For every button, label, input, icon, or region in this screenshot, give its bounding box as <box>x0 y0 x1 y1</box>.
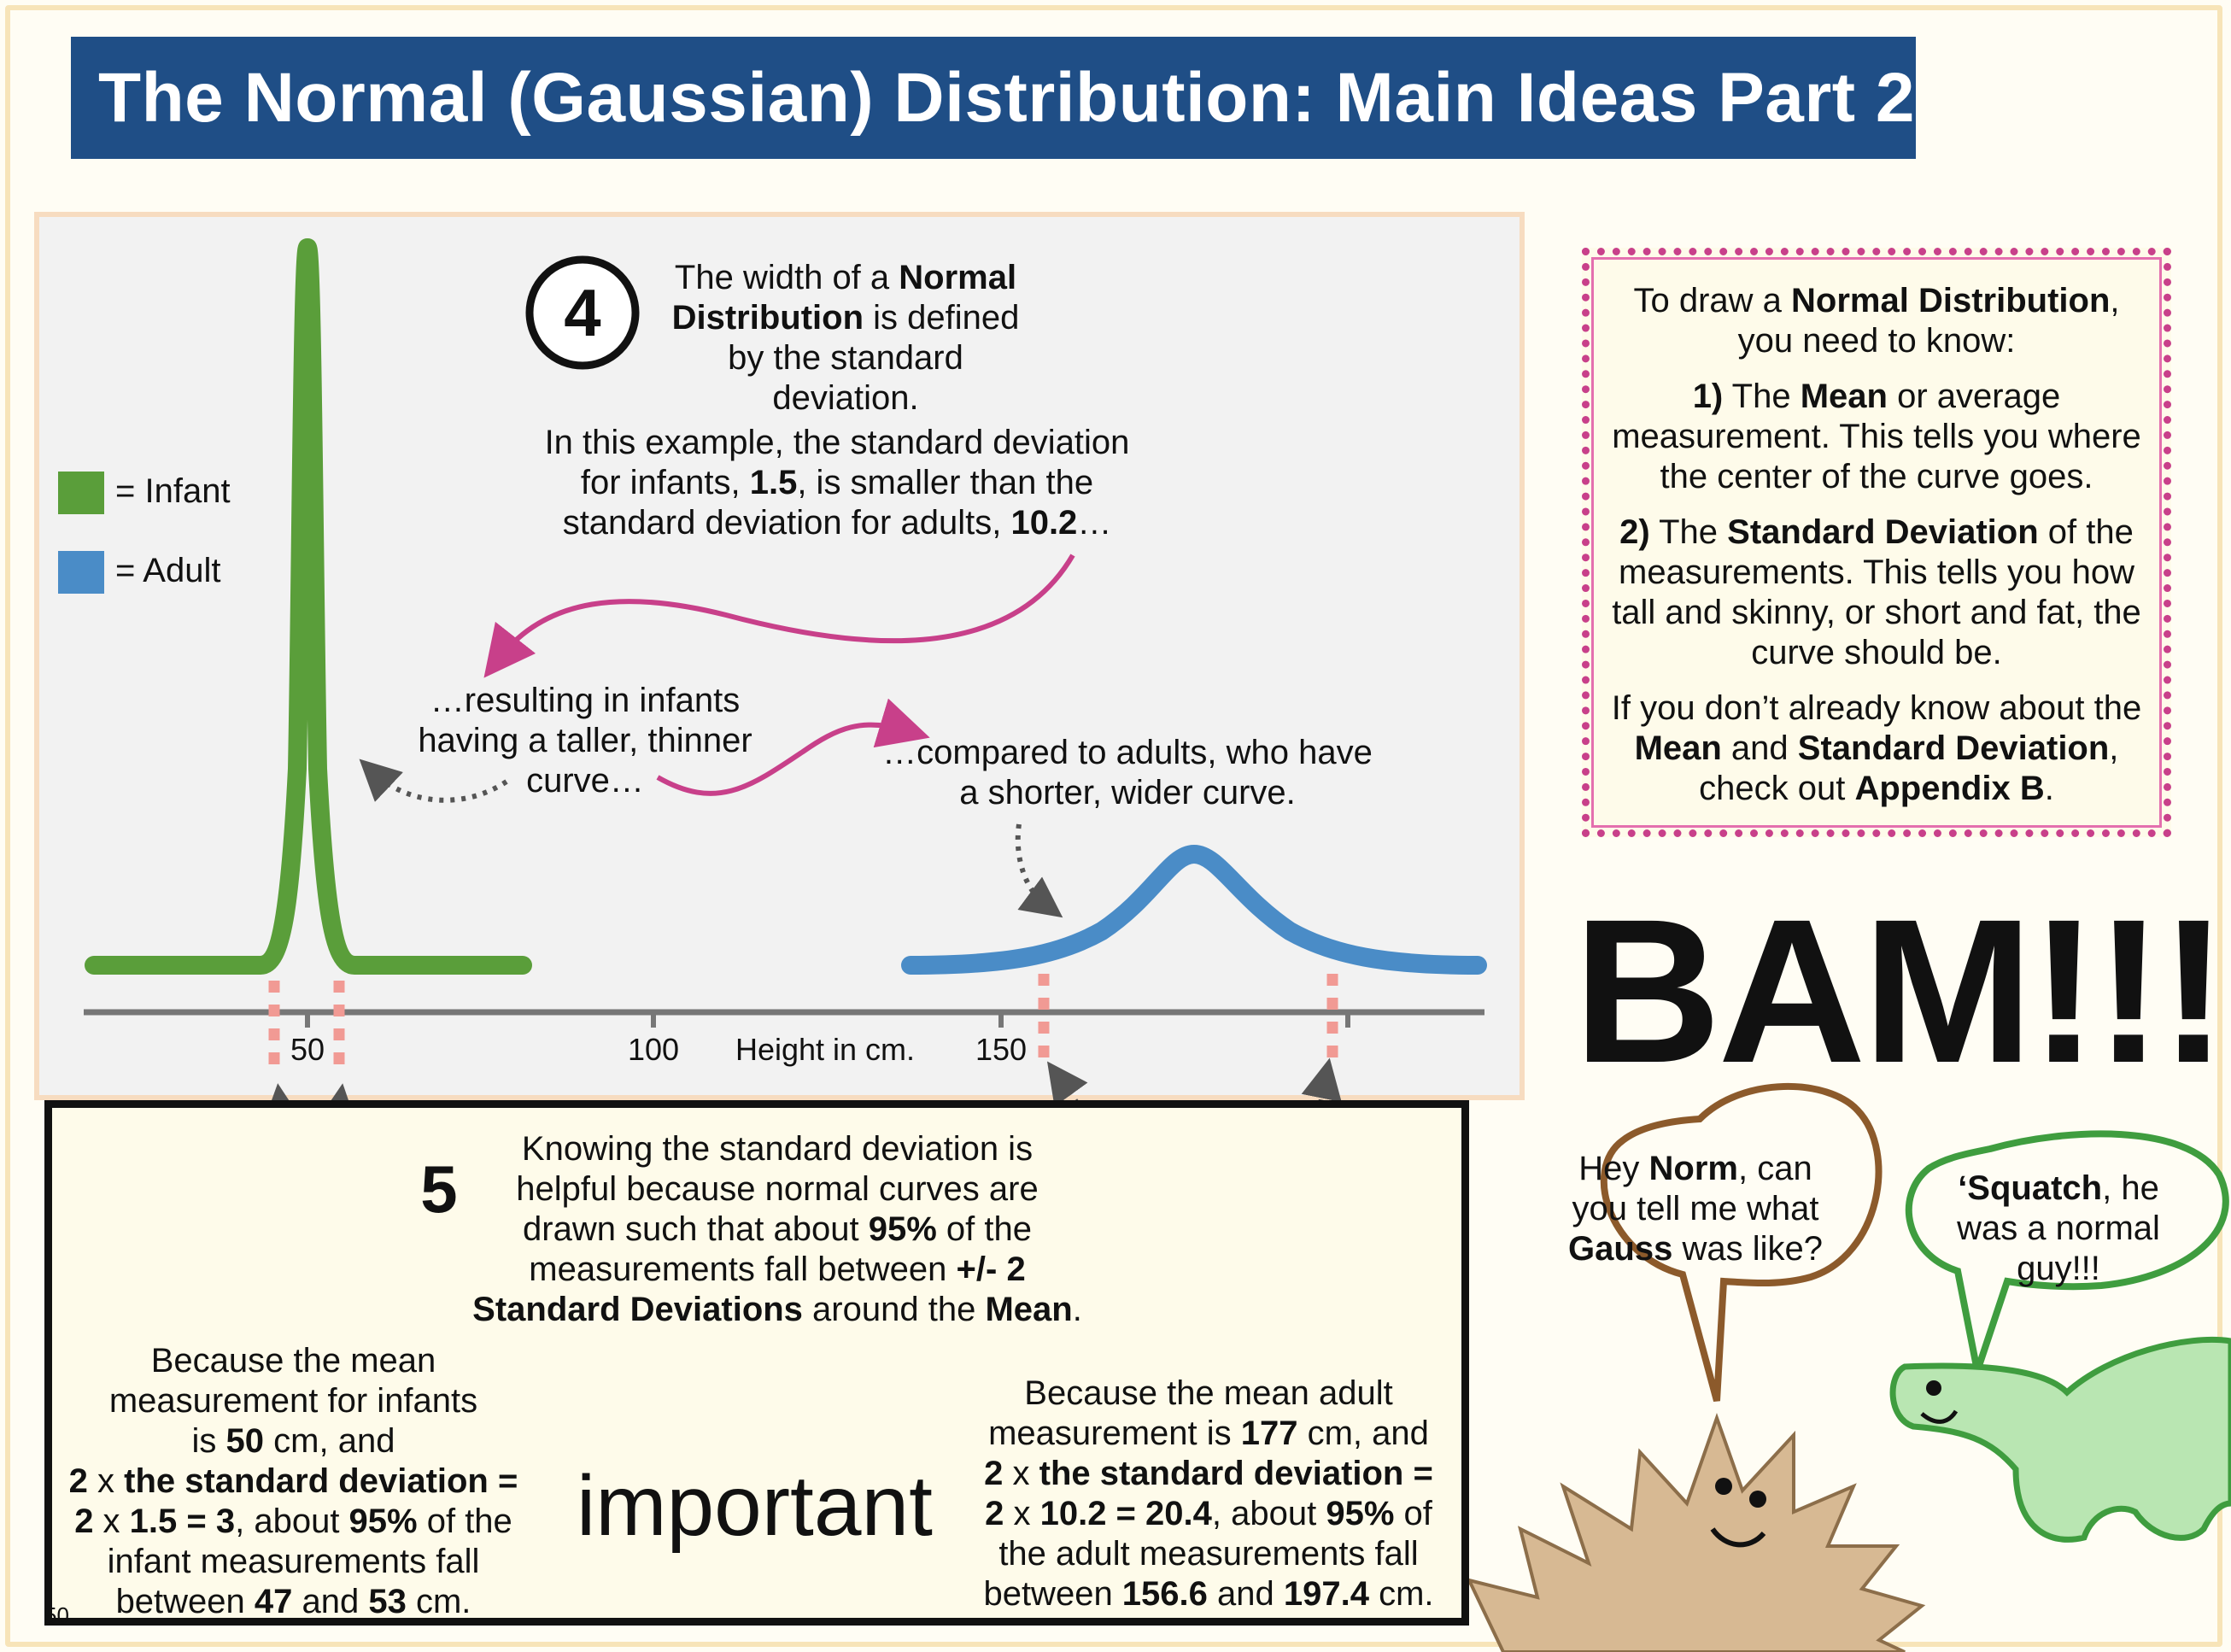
legend-infant-label: = Infant <box>115 472 231 510</box>
norm-bubble-text: Hey Norm, can you tell me what Gauss was… <box>1568 1150 1823 1268</box>
adult-curve <box>901 845 1487 975</box>
page-border <box>5 5 2222 1647</box>
page-number: 50 <box>44 1602 69 1628</box>
tick-label-150: 150 <box>975 1032 1028 1067</box>
arrow-to-compared <box>656 698 930 796</box>
step4-circle <box>525 255 640 370</box>
side-p2: 1) The Mean or average measurement. This… <box>1612 378 2141 495</box>
adult-note: Because the mean adult measurement is 17… <box>983 1374 1434 1613</box>
side-p1: To draw a Normal Distribution, you need t… <box>1633 282 2120 360</box>
squatch-character <box>1889 1336 2231 1543</box>
arrow-to-resulting <box>483 554 1075 678</box>
norm-smile <box>1710 1527 1766 1548</box>
squatch-eye <box>1926 1380 1941 1396</box>
axis-label: Height in cm. <box>735 1032 916 1067</box>
side-p4: If you don’t already know about the Mean… <box>1611 689 2142 807</box>
norm-bubble-shape <box>1600 1082 1883 1403</box>
step4-text-top: The width of a Normal Distribution is de… <box>671 259 1020 417</box>
side-info-box: To draw a Normal Distribution, you need t… <box>1582 248 2171 837</box>
step4-number: 4 <box>564 275 601 350</box>
bam-text: BAM!!! <box>1573 876 2228 1105</box>
legend-adult-label: = Adult <box>115 552 221 589</box>
norm-eye-right <box>1749 1491 1766 1508</box>
tick-label-100: 100 <box>627 1032 680 1067</box>
squatch-smile <box>1920 1409 1959 1424</box>
infant-curve <box>85 238 532 975</box>
infant-note: Because the mean measurement for infants… <box>68 1342 518 1620</box>
tick-label-50: 50 <box>290 1032 325 1067</box>
step5-number: 5 <box>420 1151 458 1227</box>
norm-eye-left <box>1715 1478 1732 1495</box>
side-p3: 2) The Standard Deviation of the measure… <box>1612 513 2141 671</box>
squatch-bubble-text: ‘Squatch, he was a normal guy!!! <box>1957 1169 2160 1287</box>
legend-infant-swatch <box>58 472 104 514</box>
step5-text: Knowing the standard deviation is helpfu… <box>472 1130 1082 1328</box>
page-title: The Normal (Gaussian) Distribution: Main… <box>71 37 1916 159</box>
squatch-bubble-shape <box>1905 1130 2229 1385</box>
dotted-arrow-to-adult-curve <box>1015 823 1063 918</box>
important-text: important <box>577 1458 933 1554</box>
norm-character <box>1466 1412 1926 1652</box>
legend-adult-swatch <box>58 551 104 594</box>
step4-text-bottom: In this example, the standard deviation … <box>544 424 1130 542</box>
compared-note: …compared to adults, who have a shorter,… <box>882 734 1373 811</box>
resulting-note: …resulting in infants having a taller, t… <box>418 682 752 800</box>
step5-box <box>44 1100 1469 1626</box>
